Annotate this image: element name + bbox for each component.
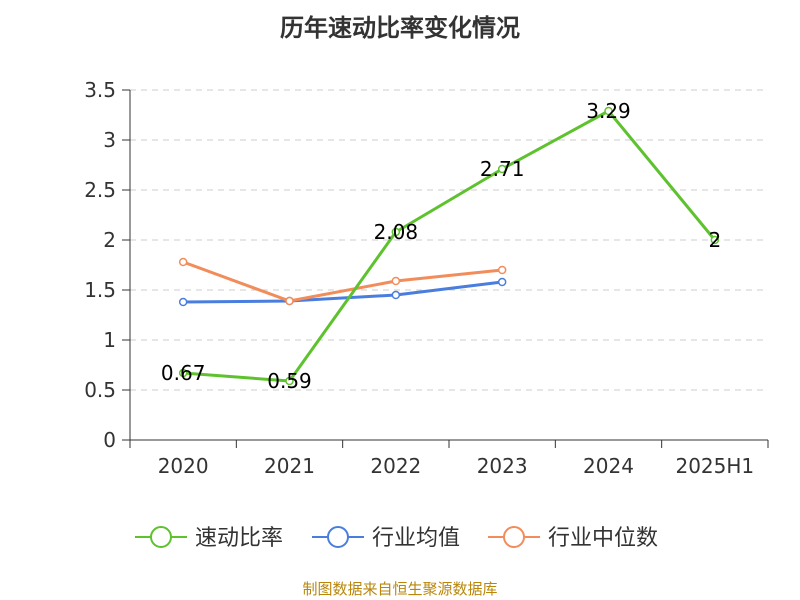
data-point xyxy=(178,257,188,267)
x-tick-label: 2025H1 xyxy=(675,454,754,478)
y-tick-label: 2.5 xyxy=(84,178,116,202)
data-point xyxy=(285,376,294,386)
data-point xyxy=(604,106,613,116)
data-point xyxy=(391,276,401,286)
y-tick-label: 0 xyxy=(103,428,116,452)
x-tick-label: 2021 xyxy=(264,454,315,478)
x-tick-label: 2023 xyxy=(477,454,528,478)
legend-item[interactable]: 速动比率 xyxy=(135,526,283,551)
data-label: 0.67 xyxy=(161,361,206,385)
data-point xyxy=(391,227,401,237)
y-tick-label: 2 xyxy=(103,228,116,252)
legend-marker xyxy=(327,526,349,548)
y-tick-label: 1.5 xyxy=(84,278,116,302)
legend-label: 速动比率 xyxy=(195,526,283,551)
y-tick-label: 1 xyxy=(103,328,116,352)
x-axis-ticks: 2020 2021 2022 2023 2024 2025H1 xyxy=(129,440,769,478)
series-line xyxy=(183,109,716,383)
data-label: 2.71 xyxy=(480,157,525,181)
axes xyxy=(129,90,768,441)
legend-label: 行业中位数 xyxy=(548,526,658,551)
y-axis-ticks: 0 0.5 1 1.5 2 2.5 3 3.5 xyxy=(84,78,130,452)
data-label: 2 xyxy=(708,228,721,252)
data-point xyxy=(497,277,507,287)
data-label: 0.59 xyxy=(267,369,312,393)
y-tick-label: 3 xyxy=(103,128,116,152)
series-line xyxy=(182,260,503,303)
y-tick-label: 3.5 xyxy=(84,78,116,102)
x-tick-label: 2020 xyxy=(158,454,209,478)
source-note: 制图数据来自恒生聚源数据库 xyxy=(302,580,498,598)
legend-marker xyxy=(503,526,525,548)
data-point xyxy=(178,297,188,307)
grid-lines xyxy=(130,89,768,391)
series-group xyxy=(178,106,720,386)
y-tick-label: 0.5 xyxy=(84,378,116,402)
data-point xyxy=(710,235,720,245)
x-tick-label: 2022 xyxy=(370,454,421,478)
legend-label: 行业均值 xyxy=(372,526,460,551)
x-tick-label: 2024 xyxy=(583,454,634,478)
data-label: 2.08 xyxy=(374,220,419,244)
data-point xyxy=(391,290,401,300)
legend-marker xyxy=(150,526,172,548)
chart-title: 历年速动比率变化情况 xyxy=(280,14,520,42)
data-labels: 0.67 0.59 2.08 2.71 3.29 2 xyxy=(161,99,721,393)
data-point xyxy=(285,296,294,306)
data-point xyxy=(497,164,507,174)
data-point xyxy=(178,368,188,378)
data-label: 3.29 xyxy=(586,99,631,123)
series-line xyxy=(183,280,503,304)
legend[interactable]: 速动比率 行业均值 行业中位数 xyxy=(135,526,658,551)
data-point xyxy=(497,265,507,275)
legend-item[interactable]: 行业均值 xyxy=(312,526,460,551)
legend-item[interactable]: 行业中位数 xyxy=(488,526,658,551)
